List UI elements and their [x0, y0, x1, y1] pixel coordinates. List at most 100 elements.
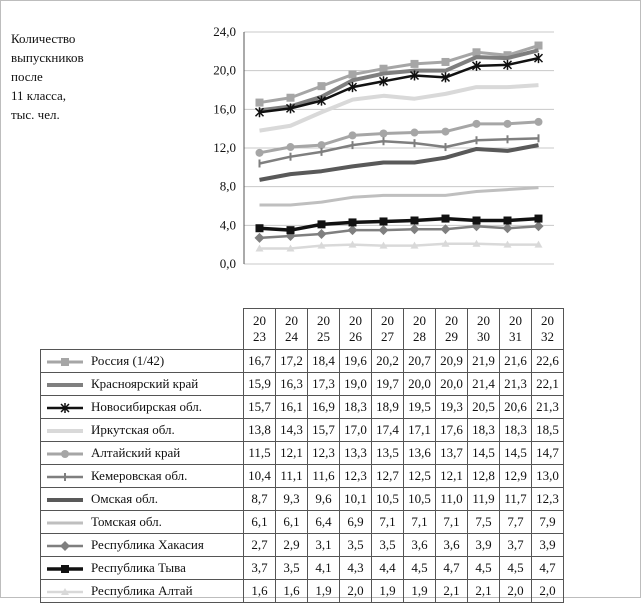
data-label: 15,7	[307, 418, 340, 442]
data-label: 10,1	[339, 487, 372, 511]
data-label: 13,0	[531, 464, 564, 488]
data-label: 21,3	[531, 395, 564, 419]
data-point	[378, 225, 389, 236]
data-label: 3,6	[403, 533, 436, 557]
data-label: 7,9	[531, 510, 564, 534]
data-label: 3,7	[499, 533, 532, 557]
data-label: 2,1	[435, 579, 468, 603]
data-label: 17,0	[339, 418, 372, 442]
data-point	[286, 244, 295, 252]
legend-swatch	[47, 358, 83, 366]
data-point	[502, 59, 513, 70]
data-point	[533, 53, 544, 64]
table-row: Россия (1/42) 16,7 17,2 18,4 19,6 20,2 20,7 20,…	[40, 349, 564, 373]
data-point	[441, 239, 450, 247]
data-point	[503, 119, 512, 128]
data-label: 17,3	[307, 372, 340, 396]
data-point	[441, 127, 450, 136]
data-point	[379, 64, 388, 73]
data-label: 2,0	[339, 579, 372, 603]
data-label: 6,1	[243, 510, 276, 534]
data-label: 21,4	[467, 372, 500, 396]
legend-entry: Красноярский край	[40, 372, 244, 396]
data-label: 15,7	[243, 395, 276, 419]
data-point	[503, 240, 512, 248]
data-label: 21,3	[499, 372, 532, 396]
legend-marker	[61, 358, 69, 366]
data-label: 12,1	[275, 441, 308, 465]
data-label: 11,9	[467, 487, 500, 511]
data-label: 18,4	[307, 349, 340, 373]
y-tick-label: 0,0	[220, 256, 236, 271]
data-point	[286, 226, 295, 235]
data-point	[409, 224, 420, 235]
legend-swatch	[47, 588, 83, 595]
data-label: 12,1	[435, 464, 468, 488]
data-label: 2,1	[467, 579, 500, 603]
data-label: 20,6	[499, 395, 532, 419]
y-axis-label-line: после	[11, 69, 43, 84]
legend-entry: Республика Тыва	[40, 556, 244, 580]
series-name: Республика Хакасия	[91, 536, 204, 552]
data-label: 18,3	[499, 418, 532, 442]
data-label: 6,1	[275, 510, 308, 534]
y-tick-label: 8,0	[220, 179, 236, 194]
data-label: 16,7	[243, 349, 276, 373]
y-axis-label-line: выпускников	[11, 50, 84, 65]
data-label: 20,7	[403, 349, 436, 373]
series-name: Иркутская обл.	[91, 421, 175, 437]
data-point	[472, 48, 481, 57]
legend-swatch	[47, 473, 83, 481]
data-point	[410, 59, 419, 68]
data-point	[255, 224, 264, 233]
data-label: 11,7	[499, 487, 532, 511]
data-point	[316, 229, 327, 240]
data-label: 13,8	[243, 418, 276, 442]
y-tick-label: 24,0	[213, 24, 236, 39]
y-tick-label: 20,0	[213, 63, 236, 78]
data-label: 2,0	[499, 579, 532, 603]
series-line	[259, 120, 539, 155]
data-label: 1,6	[243, 579, 276, 603]
data-point	[441, 214, 450, 223]
legend-entry: Кемеровская обл.	[40, 464, 244, 488]
data-label: 12,8	[467, 464, 500, 488]
data-label: 1,9	[371, 579, 404, 603]
data-label: 16,3	[275, 372, 308, 396]
data-point	[286, 93, 295, 102]
data-label: 11,5	[243, 441, 276, 465]
data-label: 19,7	[371, 372, 404, 396]
data-label: 7,1	[403, 510, 436, 534]
data-label: 19,0	[339, 372, 372, 396]
data-point	[410, 128, 419, 137]
data-label: 16,1	[275, 395, 308, 419]
series-line	[259, 48, 539, 113]
line-chart: 0,0 4,0 8,0 12,0 16,0 20,0 24,0	[213, 24, 554, 271]
data-label: 11,6	[307, 464, 340, 488]
table-row: Алтайский край 11,5 12,1 12,3 13,3 13,5 13,6 13…	[40, 441, 564, 465]
legend-entry: Республика Хакасия	[40, 533, 244, 557]
data-label: 4,5	[499, 556, 532, 580]
series-line	[259, 186, 539, 207]
data-point	[534, 41, 543, 50]
legend-swatch	[47, 541, 83, 551]
data-label: 3,1	[307, 533, 340, 557]
data-label: 1,6	[275, 579, 308, 603]
data-label: 4,5	[403, 556, 436, 580]
data-label: 20,0	[435, 372, 468, 396]
data-point	[410, 216, 419, 225]
data-label: 4,5	[467, 556, 500, 580]
legend-marker	[60, 403, 70, 413]
data-point	[441, 57, 450, 66]
series-name: Республика Алтай	[91, 582, 193, 598]
data-label: 17,6	[435, 418, 468, 442]
data-label: 13,6	[403, 441, 436, 465]
data-label: 20,2	[371, 349, 404, 373]
series-name: Кемеровская обл.	[91, 467, 188, 483]
data-label: 13,7	[435, 441, 468, 465]
data-label: 18,9	[371, 395, 404, 419]
data-label: 22,6	[531, 349, 564, 373]
table-row: Новосибирская обл. 15,7 16,1 16,9 18,3 18,9 19…	[40, 395, 564, 419]
data-point	[534, 214, 543, 223]
data-label: 14,5	[467, 441, 500, 465]
